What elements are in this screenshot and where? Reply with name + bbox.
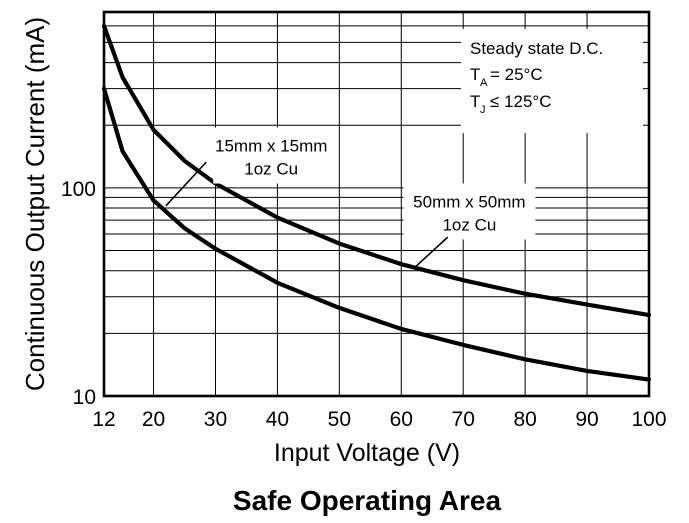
chart-title: Safe Operating Area — [233, 485, 502, 516]
annotation-leader-2 — [413, 236, 449, 270]
x-tick-label-60: 60 — [390, 408, 413, 431]
legend-line-3-main: T — [470, 92, 480, 111]
x-tick-label-90: 90 — [575, 408, 598, 431]
annotation-box-1 — [213, 127, 330, 184]
x-axis-label: Input Voltage (V) — [274, 439, 460, 467]
legend-line-2-sub: A — [480, 77, 488, 89]
legend-line-3-sub: J — [480, 104, 486, 116]
condition-legend: Steady state D.C. T A = 25°C T J ≤ 125°C — [461, 29, 643, 133]
y-tick-label-100: 100 — [61, 178, 96, 201]
x-tick-label-30: 30 — [204, 408, 227, 431]
legend-line-3-rest: ≤ 125°C — [490, 92, 552, 111]
annotation-leader-1 — [165, 161, 207, 207]
annotation-label-2-2: 1oz Cu — [442, 216, 496, 235]
annotation-label-2-1: 50mm x 50mm — [413, 193, 525, 212]
annotation-label-1-1: 15mm x 15mm — [215, 137, 327, 156]
legend-line-1: Steady state D.C. — [470, 39, 603, 58]
legend-line-2-main: T — [470, 65, 480, 84]
x-tick-label-70: 70 — [452, 408, 475, 431]
series-line-2 — [101, 86, 652, 382]
annotation-label-1-2: 1oz Cu — [244, 160, 298, 179]
plot-frame — [102, 10, 651, 398]
condition-legend-box — [461, 29, 643, 133]
x-tick-label-50: 50 — [328, 408, 351, 431]
annotation-layer: 15mm x 15mm 1oz Cu 50mm x 50mm 1oz Cu — [165, 127, 536, 270]
x-tick-label-40: 40 — [266, 408, 289, 431]
y-tick-label-10: 10 — [73, 386, 96, 409]
x-tick-label-20: 20 — [142, 408, 165, 431]
legend-line-2-rest: = 25°C — [490, 65, 543, 84]
series-line-1 — [101, 23, 652, 318]
x-tick-label-100: 100 — [631, 408, 666, 431]
annotation-box-2 — [403, 183, 536, 240]
y-axis-label: Continuous Output Current (mA) — [20, 17, 50, 391]
series-layer — [101, 23, 652, 382]
tick-layer: 12 20 30 40 50 60 70 80 90 100 10 100 — [61, 178, 667, 431]
x-tick-label-80: 80 — [513, 408, 536, 431]
x-tick-label-12: 12 — [92, 408, 115, 431]
